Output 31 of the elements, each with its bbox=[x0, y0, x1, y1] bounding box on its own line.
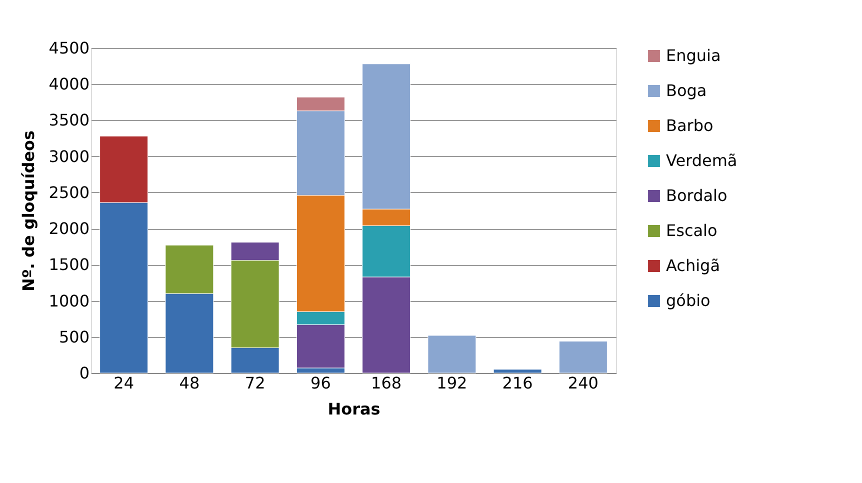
x-axis-title: Horas bbox=[328, 400, 380, 418]
x-tick-label: 96 bbox=[310, 374, 331, 392]
y-tick-label: 2500 bbox=[48, 182, 90, 202]
y-tick-label: 4000 bbox=[48, 74, 90, 94]
legend-label: góbio bbox=[666, 291, 710, 310]
x-tick-label: 216 bbox=[502, 374, 533, 392]
legend-label: Boga bbox=[666, 81, 707, 100]
y-tick-label: 1000 bbox=[48, 291, 90, 310]
x-tick-label: 192 bbox=[436, 374, 468, 392]
legend-label: Barbo bbox=[666, 116, 714, 135]
legend-label: Verdemã bbox=[666, 151, 738, 170]
y-tick-label: 3500 bbox=[48, 110, 90, 130]
x-tick-label: 24 bbox=[114, 374, 134, 392]
legend-label: Escalo bbox=[666, 221, 718, 240]
y-tick-label: 3000 bbox=[48, 146, 90, 166]
bar bbox=[558, 340, 608, 374]
y-tick-label: 2000 bbox=[48, 219, 90, 238]
bar bbox=[428, 335, 476, 374]
x-tick-label: 72 bbox=[244, 374, 266, 392]
y-axis-title: Nº. de gloquídeos bbox=[18, 130, 38, 292]
bar bbox=[493, 369, 542, 374]
x-tick-label: 168 bbox=[371, 374, 402, 392]
x-tick-label: 240 bbox=[568, 374, 598, 392]
y-tick-label: 1500 bbox=[48, 255, 90, 274]
legend-label: Enguia bbox=[666, 46, 721, 65]
legend-label: Achigã bbox=[666, 256, 720, 275]
y-tick-label: 500 bbox=[58, 327, 90, 346]
y-tick-label: 0 bbox=[79, 364, 90, 382]
legend-label: Bordalo bbox=[666, 186, 728, 205]
y-tick-label: 4500 bbox=[48, 38, 90, 58]
x-tick-label: 48 bbox=[179, 374, 200, 392]
